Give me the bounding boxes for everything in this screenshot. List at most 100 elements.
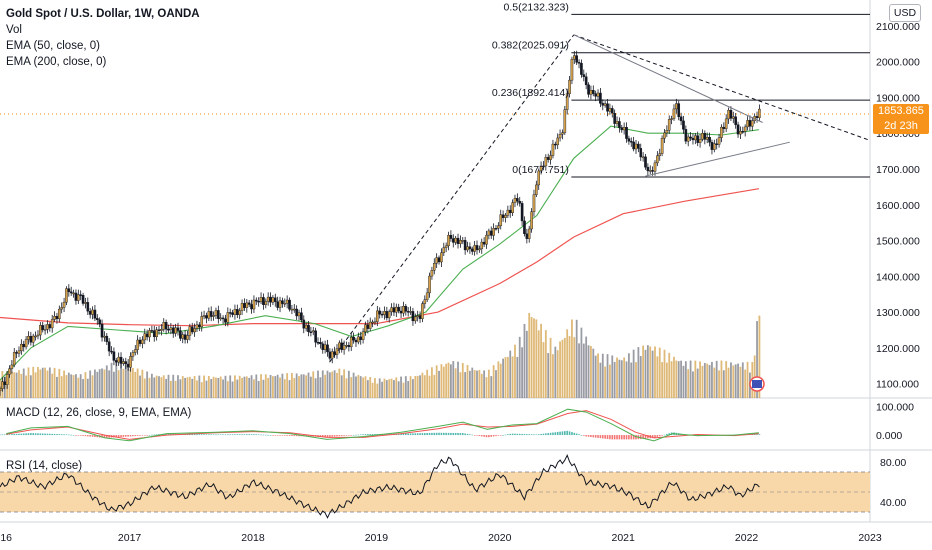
volume-bar xyxy=(656,356,659,398)
macd-histogram-bar xyxy=(248,434,250,436)
macd-histogram-bar xyxy=(490,435,493,437)
candle-body xyxy=(224,318,227,323)
macd-histogram-bar xyxy=(343,435,345,436)
volume-bar xyxy=(516,356,519,398)
volume-bar xyxy=(103,369,106,398)
macd-histogram-bar xyxy=(537,434,540,436)
candle-body xyxy=(523,220,526,234)
macd-histogram-bar xyxy=(222,434,224,436)
volume-bar xyxy=(556,350,559,398)
macd-axis-label: 100.000 xyxy=(876,401,914,413)
currency-button[interactable]: USD xyxy=(889,4,921,22)
candle-body xyxy=(347,345,351,348)
volume-bar xyxy=(44,367,46,398)
candle-body xyxy=(554,143,557,146)
macd-histogram-bar xyxy=(115,435,118,438)
volume-bar xyxy=(393,380,395,398)
volume-bar xyxy=(124,365,127,398)
candle-body xyxy=(243,303,246,308)
candle-body xyxy=(22,343,26,348)
volume-bar xyxy=(535,319,538,398)
macd-histogram-bar xyxy=(535,434,538,436)
macd-histogram-bar xyxy=(191,434,194,436)
candle-body xyxy=(713,143,716,150)
volume-bar xyxy=(46,370,49,398)
macd-histogram-bar xyxy=(120,435,122,437)
candle-body xyxy=(615,121,619,124)
macd-histogram-bar xyxy=(41,433,44,436)
candle-body xyxy=(136,339,139,350)
candle-body xyxy=(651,170,654,172)
volume-bar xyxy=(571,319,573,398)
volume-bar xyxy=(378,378,381,398)
volume-bar xyxy=(94,369,96,398)
vol-legend[interactable]: Vol xyxy=(6,24,22,36)
volume-bar xyxy=(129,368,132,398)
volume-bar xyxy=(739,366,742,398)
volume-bar xyxy=(120,362,122,398)
macd-histogram-bar xyxy=(274,435,277,436)
volume-bar xyxy=(56,376,58,398)
volume-bar xyxy=(601,353,604,398)
candle-body xyxy=(330,351,334,359)
symbol-title[interactable]: Gold Spot / U.S. Dollar, 1W, OANDA xyxy=(6,8,200,20)
ema200-legend[interactable]: EMA (200, close, 0) xyxy=(6,56,107,68)
volume-bar xyxy=(75,374,77,398)
macd-histogram-bar xyxy=(582,435,585,436)
macd-histogram-bar xyxy=(606,435,609,439)
volume-bar xyxy=(623,357,626,398)
volume-bar xyxy=(435,365,438,398)
candle-body xyxy=(667,119,671,131)
macd-histogram-bar xyxy=(751,434,754,436)
volume-bar xyxy=(89,370,92,398)
candle-body xyxy=(480,241,484,250)
volume-bar xyxy=(169,380,172,398)
ema50-legend[interactable]: EMA (50, close, 0) xyxy=(6,40,100,52)
macd-histogram-bar xyxy=(426,433,428,436)
candle-body xyxy=(143,333,147,341)
volume-bar xyxy=(276,374,279,398)
trendline xyxy=(329,34,575,363)
volume-bar xyxy=(677,361,680,398)
candle-body xyxy=(485,234,488,245)
candle-body xyxy=(734,116,737,125)
macd-histogram-bar xyxy=(198,434,201,436)
macd-histogram-bar xyxy=(642,435,644,439)
macd-histogram-bar xyxy=(509,433,512,436)
macd-legend[interactable]: MACD (12, 26, close, 9, EMA, EMA) xyxy=(6,407,192,419)
volume-bar xyxy=(554,346,557,398)
rsi-legend[interactable]: RSI (14, close) xyxy=(6,460,83,472)
candle-body xyxy=(689,136,692,139)
candle-body xyxy=(653,162,657,172)
volume-bar xyxy=(549,337,552,398)
candle-body xyxy=(418,315,422,319)
volume-bar xyxy=(229,375,232,398)
volume-bar xyxy=(525,330,528,398)
candle-body xyxy=(46,324,49,330)
macd-histogram-bar xyxy=(170,433,172,436)
volume-bar xyxy=(433,374,436,398)
candle-body xyxy=(665,130,669,134)
macd-histogram-bar xyxy=(65,434,68,436)
volume-bar xyxy=(146,371,149,398)
volume-bar xyxy=(604,366,607,398)
volume-bar xyxy=(286,373,289,398)
macd-histogram-bar xyxy=(60,434,63,436)
macd-histogram-bar xyxy=(421,433,424,436)
candle-body xyxy=(743,126,747,132)
volume-bar xyxy=(188,376,191,398)
volume-bar xyxy=(464,372,467,398)
macd-histogram-bar xyxy=(58,434,61,436)
fib-level-label: 0.236(1892.414) xyxy=(492,87,569,99)
candle-body xyxy=(641,156,645,159)
macd-histogram-bar xyxy=(8,434,11,436)
price-axis-label: 2000.000 xyxy=(876,57,920,69)
macd-histogram-bar xyxy=(208,434,210,436)
macd-histogram-bar xyxy=(105,435,108,438)
volume-bar xyxy=(651,350,654,398)
volume-bar xyxy=(506,356,509,398)
macd-histogram-bar xyxy=(367,434,369,436)
volume-bar xyxy=(167,374,170,398)
